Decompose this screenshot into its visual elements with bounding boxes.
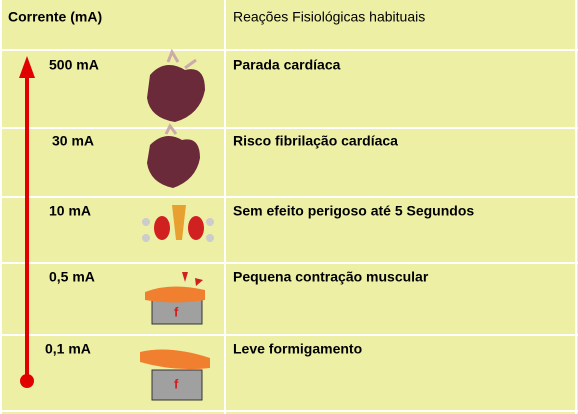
current-cell: 0,5 mA <box>49 269 95 285</box>
hand-icon: f <box>140 349 210 401</box>
heart-icon <box>147 123 200 188</box>
arrow <box>19 56 35 388</box>
reaction-cell: Risco fibrilação cardíaca <box>233 133 398 149</box>
reaction-cell: Sem efeito perigoso até 5 Segundos <box>233 203 474 219</box>
reaction-cell: Parada cardíaca <box>233 57 341 73</box>
svg-text:f: f <box>174 304 179 319</box>
muscle-icon: f <box>145 272 205 325</box>
current-cell: 500 mA <box>49 57 99 73</box>
header-cell: Corrente (mA) <box>8 9 102 25</box>
heart-icon <box>147 48 205 122</box>
arrow-head <box>19 56 35 78</box>
reaction-cell: Leve formigamento <box>233 341 362 357</box>
header-cell: Reações Fisiológicas habituais <box>233 9 425 25</box>
organs-icon <box>142 205 214 242</box>
reaction-cell: Pequena contração muscular <box>233 269 429 285</box>
svg-text:f: f <box>174 376 179 391</box>
arrow-base <box>20 374 34 388</box>
current-cell: 30 mA <box>52 133 94 149</box>
current-cell: 0,1 mA <box>45 341 91 357</box>
current-cell: 10 mA <box>49 203 91 219</box>
